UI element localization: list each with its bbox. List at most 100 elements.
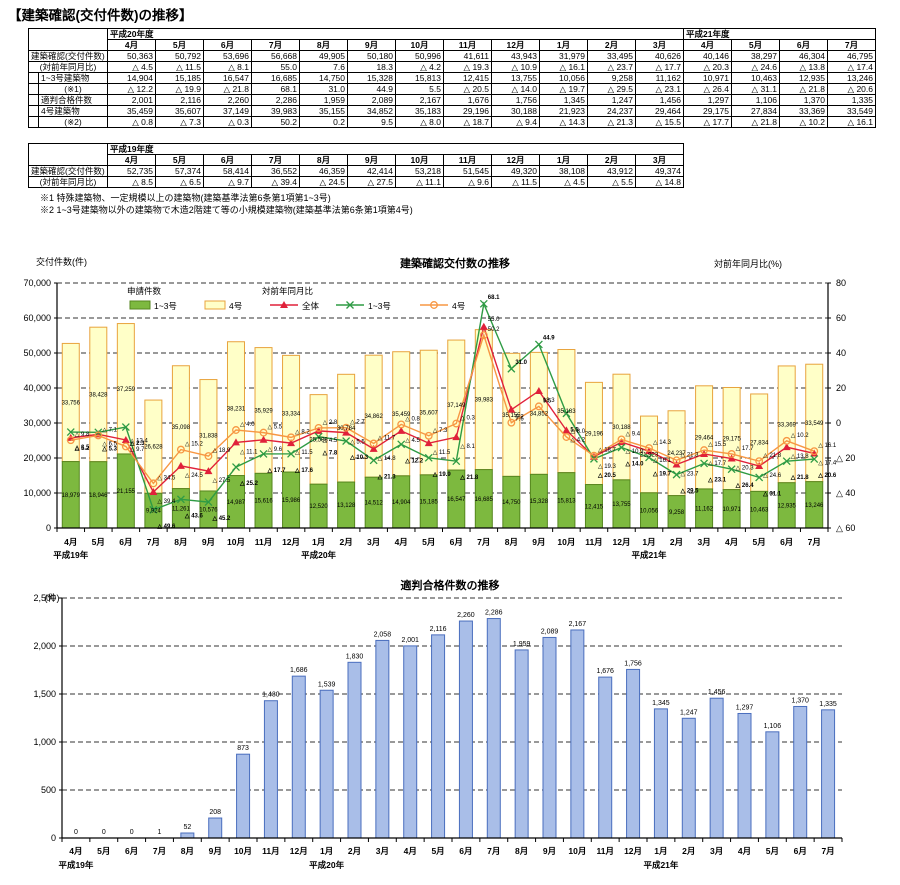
ratio-label-4gou: △ 21.3 — [681, 452, 700, 458]
ratio-cell: 9.5 — [347, 116, 396, 128]
ratio-cell: △ 8.1 — [203, 61, 252, 73]
legend-swatch-1-3gou — [129, 300, 151, 310]
month-header: 11月 — [443, 154, 492, 166]
bar-value-label: 16,547 — [447, 497, 466, 503]
marker-triangle — [479, 322, 488, 330]
marker-circle — [617, 435, 626, 444]
month-label: 12月 — [282, 537, 300, 547]
ratio-label-zentai: △ 9.7 — [130, 447, 145, 453]
bar-value-label: 9,258 — [669, 510, 685, 516]
ratio-cell: △ 20.5 — [443, 83, 492, 95]
value-cell: 56,668 — [251, 50, 300, 62]
value-cell: 39,983 — [251, 105, 300, 117]
month-header: 4月 — [107, 39, 156, 51]
bar-value-label: 12,520 — [309, 504, 328, 510]
y-axis-title: (件) — [45, 592, 60, 603]
month-header: 6月 — [203, 39, 252, 51]
value-cell: 33,369 — [779, 105, 828, 117]
value-cell: 1,297 — [683, 94, 732, 106]
indent-strip — [28, 94, 39, 106]
ratio-label-4gou: 50.2 — [488, 327, 500, 333]
ratio-cell: △ 14.8 — [635, 176, 684, 188]
value-cell: 33,549 — [827, 105, 876, 117]
bar — [263, 700, 278, 839]
ratio-label-zentai: △ 11.5 — [433, 450, 451, 456]
right-axis-tick-label: △ 60 — [836, 523, 855, 533]
bar — [319, 689, 334, 839]
left-axis-tick-label: 40,000 — [23, 383, 51, 393]
marker-x — [617, 443, 626, 452]
ratio-cell: △ 10.2 — [779, 116, 828, 128]
marker-x — [204, 498, 213, 507]
ratio-label-zentai: 7.6 — [515, 417, 524, 423]
ratio-cell: △ 12.2 — [107, 83, 156, 95]
ratio-label-1-3gou: △ 31.1 — [762, 490, 782, 497]
ratio-cell: △ 8.5 — [107, 176, 156, 188]
bar-value-label: 1,297 — [736, 704, 754, 711]
ratio-cell: 68.1 — [251, 83, 300, 95]
line-4gou-ratio — [70, 332, 815, 485]
ratio-cell: △ 6.5 — [155, 176, 204, 188]
bar-value-label: 18,979 — [62, 493, 81, 499]
marker-triangle — [259, 435, 268, 443]
bar-value-label: 34,852 — [530, 411, 549, 417]
marker-triangle — [507, 405, 516, 413]
marker-circle — [232, 426, 240, 434]
value-cell: 1,106 — [731, 94, 780, 106]
bar-value-label: 0 — [74, 829, 78, 836]
month-header: 11月 — [443, 39, 492, 51]
value-cell: 15,813 — [395, 72, 444, 84]
ratio-row: (※1) △ 12.2 △ 19.9 △ 21.8 68.1 31.0 44.9 5.5 △ 2… — [28, 83, 876, 95]
marker-triangle — [810, 449, 819, 457]
ratio-label-1-3gou: 5.5 — [570, 427, 579, 433]
ratio-label-1-3gou: △ 23.1 — [707, 476, 727, 483]
bar-value-label: 10,971 — [722, 507, 741, 513]
right-axis-tick-label: 20 — [836, 383, 846, 393]
ratio-label-1-3gou: 31.0 — [515, 360, 527, 366]
marker-circle — [66, 436, 75, 445]
value-cell: 10,463 — [731, 72, 780, 84]
month-header: 3月 — [635, 154, 684, 166]
ratio-cell: △ 11.5 — [491, 176, 540, 188]
marker-circle — [589, 451, 598, 460]
ratio-row: (対前年同月比) △ 8.5 △ 6.5 △ 9.7 △ 39.4 △ 24.5 △ 27.… — [28, 176, 684, 188]
month-label: 6月 — [794, 846, 807, 856]
bar — [458, 620, 473, 839]
year-label: 平成21年 — [643, 860, 678, 870]
marker-circle — [287, 433, 296, 442]
bar — [375, 639, 390, 839]
marker-triangle — [342, 428, 351, 436]
bar — [765, 731, 780, 839]
month-label: 11月 — [255, 537, 273, 547]
ratio-label-4gou: △ 0.3 — [460, 416, 475, 422]
value-cell: 1,959 — [299, 94, 348, 106]
bar-value-label: 35,929 — [254, 408, 273, 414]
bar-value-label: 13,755 — [612, 502, 631, 508]
month-label: 10月 — [234, 846, 252, 856]
ratio-label-zentai: △ 10.9 — [625, 449, 644, 455]
right-axis-tick-label: 40 — [836, 348, 846, 358]
value-cell: 1,756 — [491, 94, 540, 106]
ratio-cell: △ 20.6 — [827, 83, 876, 95]
marker-circle — [259, 428, 268, 437]
bar-value-label: 0 — [102, 829, 106, 836]
marker-x — [507, 364, 516, 373]
ratio-cell: 31.0 — [299, 83, 348, 95]
value-cell: 35,459 — [107, 105, 156, 117]
ratio-label-1-3gou: △ 43.6 — [184, 512, 204, 519]
right-axis-tick-label: △ 40 — [836, 488, 855, 498]
marker-x — [314, 432, 323, 441]
value-cell: 2,089 — [347, 94, 396, 106]
legend-swatch-4gou — [204, 300, 226, 310]
month-header: 7月 — [251, 39, 300, 51]
ratio-label-zentai: △ 13.8 — [791, 454, 810, 460]
ratio-label-4gou: △ 2.8 — [323, 420, 338, 426]
marker-circle — [369, 439, 378, 448]
ratio-label-1-3gou: △ 21.3 — [377, 473, 397, 480]
marker-circle — [727, 450, 736, 458]
bar-value-label: 52 — [183, 824, 191, 831]
month-header: 10月 — [395, 154, 444, 166]
left-axis-tick-label: 10,000 — [23, 488, 51, 498]
legend-bars-header: 申請件数 — [127, 286, 162, 296]
ratio-cell: 0.2 — [299, 116, 348, 128]
